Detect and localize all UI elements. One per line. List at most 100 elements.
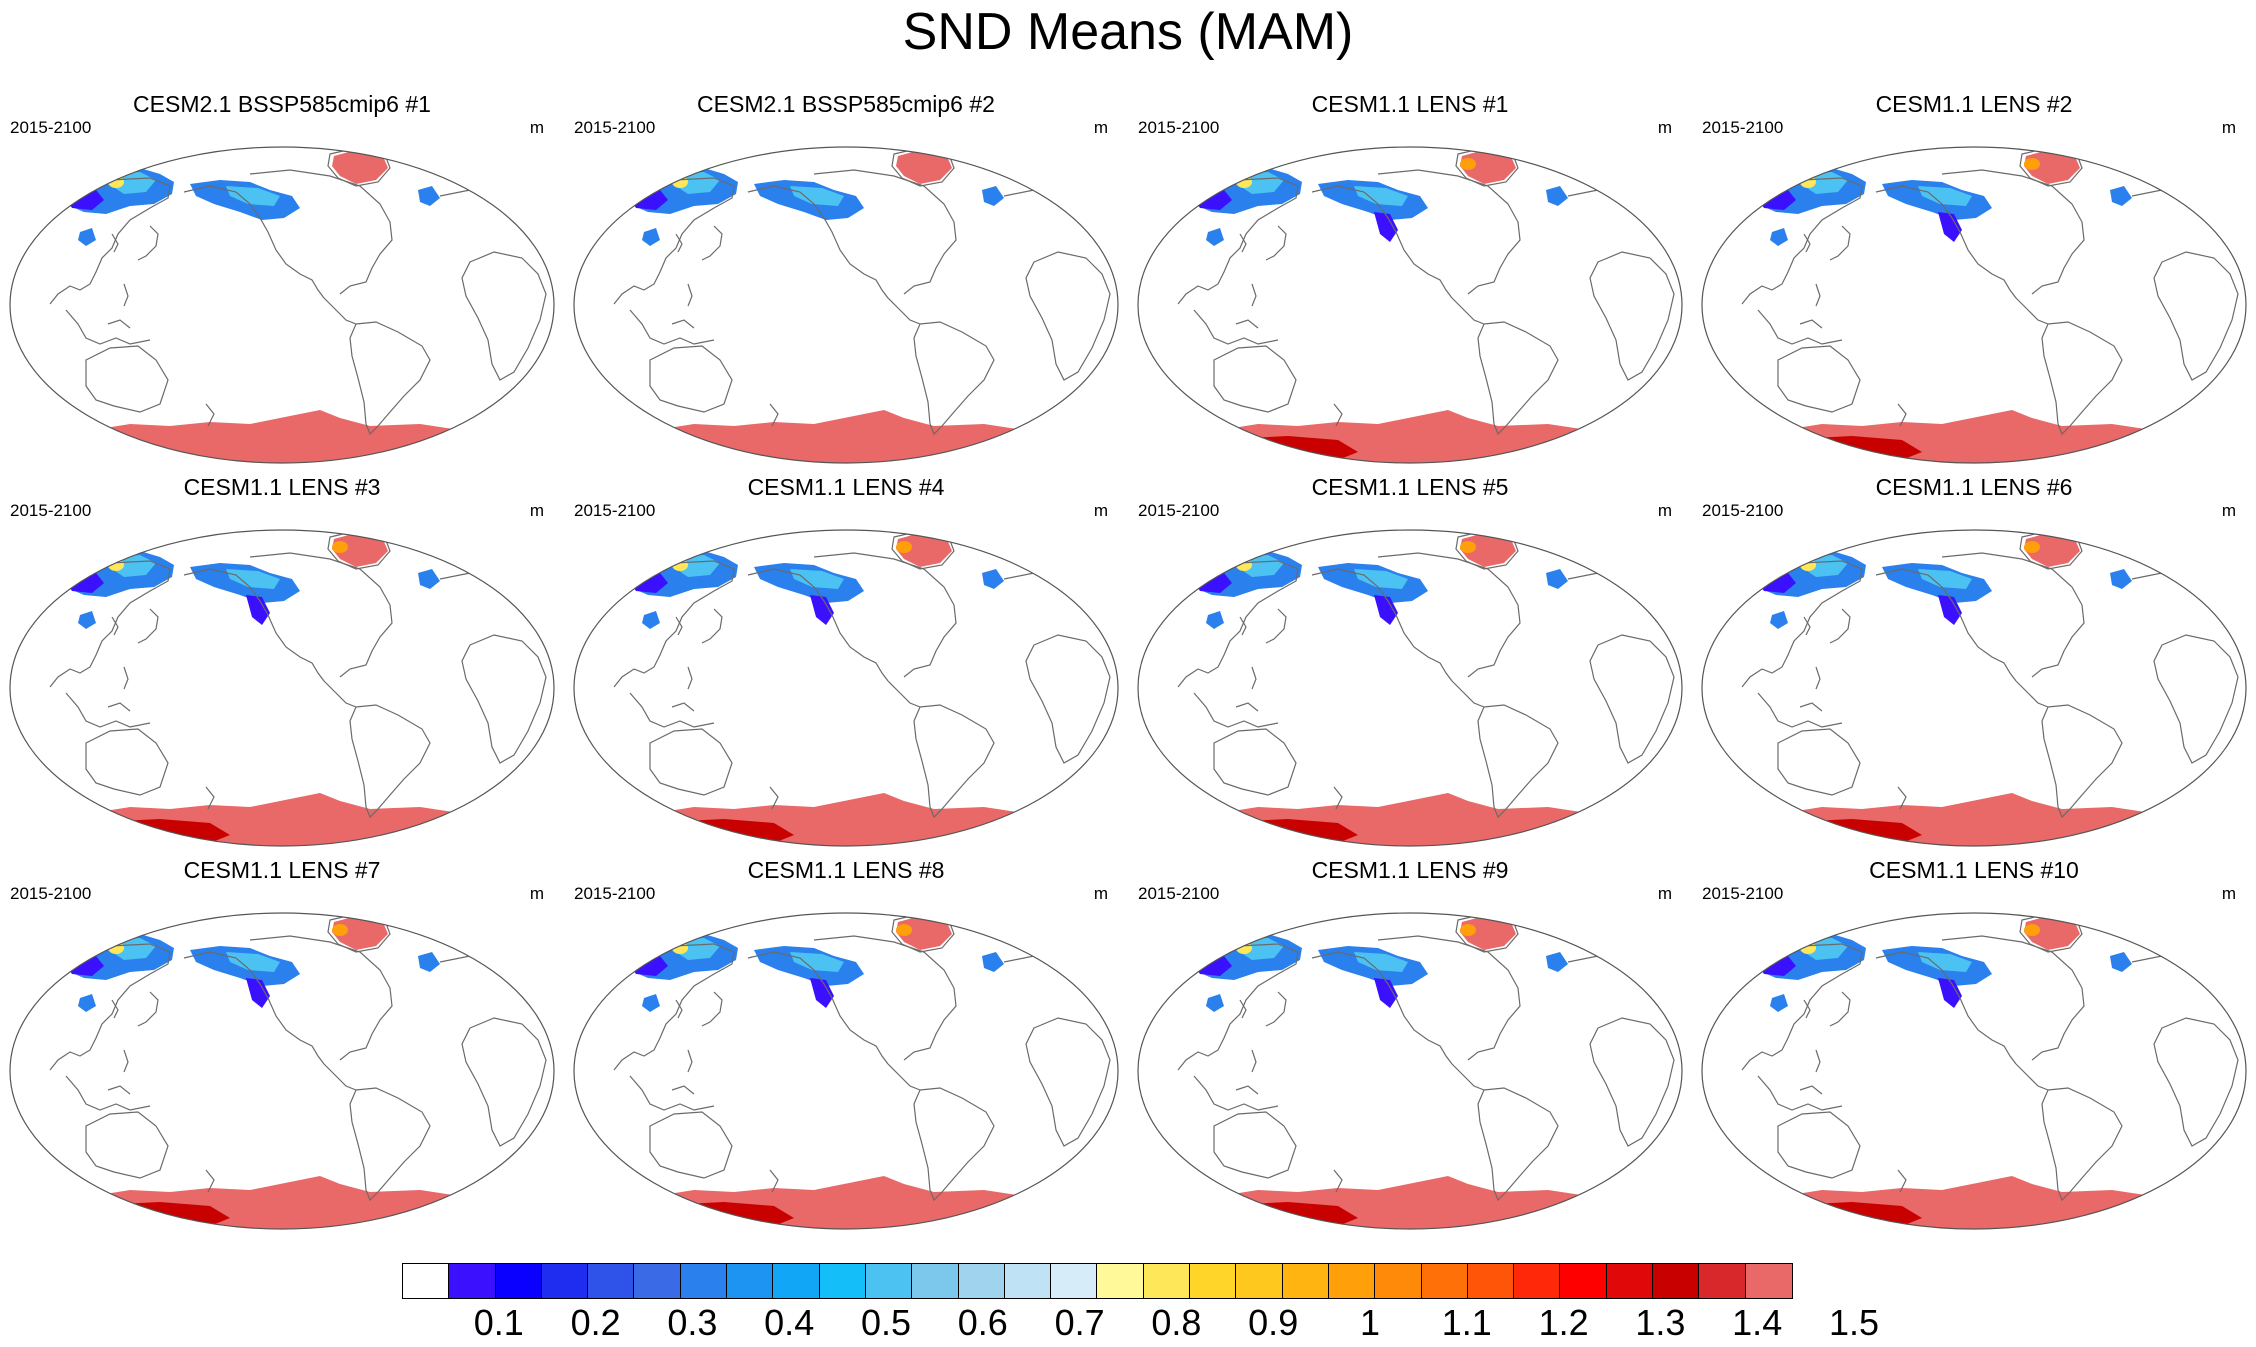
greenland-snow [332,533,388,567]
scandinavia-snow [2110,186,2132,206]
panel-units-label: m [1093,884,1108,903]
scandinavia-snow [2110,952,2132,972]
coastline [1311,185,1453,299]
coastline [913,1087,995,1202]
world-map [1137,146,1683,464]
tibet-snow [1206,611,1224,629]
coastline [349,1087,431,1202]
map-border [1137,529,1683,847]
colorbar-box [1004,1264,1052,1298]
world-map [573,529,1119,847]
coastline [1193,1075,1279,1111]
antarctica-snow-peak-west [1752,815,1792,835]
world-map [9,912,555,1230]
colorbar-box [541,1264,589,1298]
panel-period-label: 2015-2100 [10,884,92,903]
scandinavia-snow [982,186,1004,206]
coastline [1163,560,1299,688]
map-background [1702,147,2246,463]
colorbar-box [1699,1264,1746,1298]
greenland-snow [896,916,952,950]
coastline [649,345,733,413]
scandinavia-snow [1546,952,1568,972]
coastline [813,552,957,678]
world-map [9,529,555,847]
coastline [2015,297,2049,325]
greenland-snow [896,533,952,567]
coastline [1235,1085,1259,1095]
coastline [1239,616,1247,636]
coastline [747,185,889,299]
coastline [1025,251,1111,381]
coastline [1235,319,1259,329]
map-panel: CESM1.1 LENS #1 2015-2100 m [1128,90,1692,480]
coastline [1265,991,1287,1027]
coastline [1815,283,1821,307]
coastline [747,568,889,682]
panel-period-label: 2015-2100 [1138,884,1220,903]
coastline [1727,177,1863,305]
panel-units-label: m [2221,884,2236,903]
panel-period-label: 2015-2100 [574,884,656,903]
coastline [671,702,695,712]
coastline [2015,680,2049,708]
coastline [249,935,393,1061]
panel-title: CESM1.1 LENS #8 [747,857,945,883]
coastline [687,283,693,307]
map-background [1702,530,2246,846]
panel-period-label: 2015-2100 [10,501,92,520]
coastline [137,225,159,261]
coastline [599,943,735,1071]
tibet-snow [78,228,96,246]
rockies-snow [1374,595,1398,625]
coastline [813,169,957,295]
antarctica-snow-peak-west [624,1198,664,1218]
colorbar-box [1328,1264,1376,1298]
world-map [573,912,1119,1230]
colorbar-box [495,1264,542,1298]
world-map [573,146,1119,464]
coastline [687,1049,693,1073]
tibet-snow [642,228,660,246]
greenland-snow-edge [332,541,348,553]
map-panel: CESM1.1 LENS #4 2015-2100 m [564,473,1128,863]
map-background [574,913,1118,1229]
coastline [1333,403,1343,427]
panel-period-label: 2015-2100 [1702,501,1784,520]
coastline [1235,702,1259,712]
greenland-snow [332,916,388,950]
coastline [2015,1063,2049,1091]
canada-snow [790,952,844,972]
colorbar-box [1421,1264,1468,1298]
coastline [1333,1169,1343,1193]
coastline [1589,251,1675,381]
panel-period-label: 2015-2100 [10,118,92,137]
coastline [769,403,779,427]
panel-title: CESM1.1 LENS #4 [747,474,945,500]
coastline [913,704,995,819]
world-map [1701,912,2247,1230]
map-panel: CESM1.1 LENS #10 2015-2100 m [1692,856,2256,1246]
tibet-snow [1206,228,1224,246]
coastline [769,786,779,810]
map-border [1137,912,1683,1230]
greenland-snow-edge [332,924,348,936]
coastline [1163,943,1299,1071]
coastline [649,1111,733,1179]
antarctica-snow-peak-west [60,815,100,835]
coastline [323,1063,357,1091]
coastline [205,786,215,810]
rockies-snow [810,595,834,625]
rockies-snow [1938,978,1962,1008]
coastline [1451,680,1485,708]
coastline [913,321,995,436]
coastline [123,283,129,307]
coastline [349,321,431,436]
coastline [687,666,693,690]
colorbar-box [403,1264,450,1298]
antarctica-snow-peak-west [1188,1198,1228,1218]
scandinavia-snow [418,569,440,589]
coastline [111,616,119,636]
greenland-snow [1460,150,1516,184]
panel-period-label: 2015-2100 [1138,501,1220,520]
